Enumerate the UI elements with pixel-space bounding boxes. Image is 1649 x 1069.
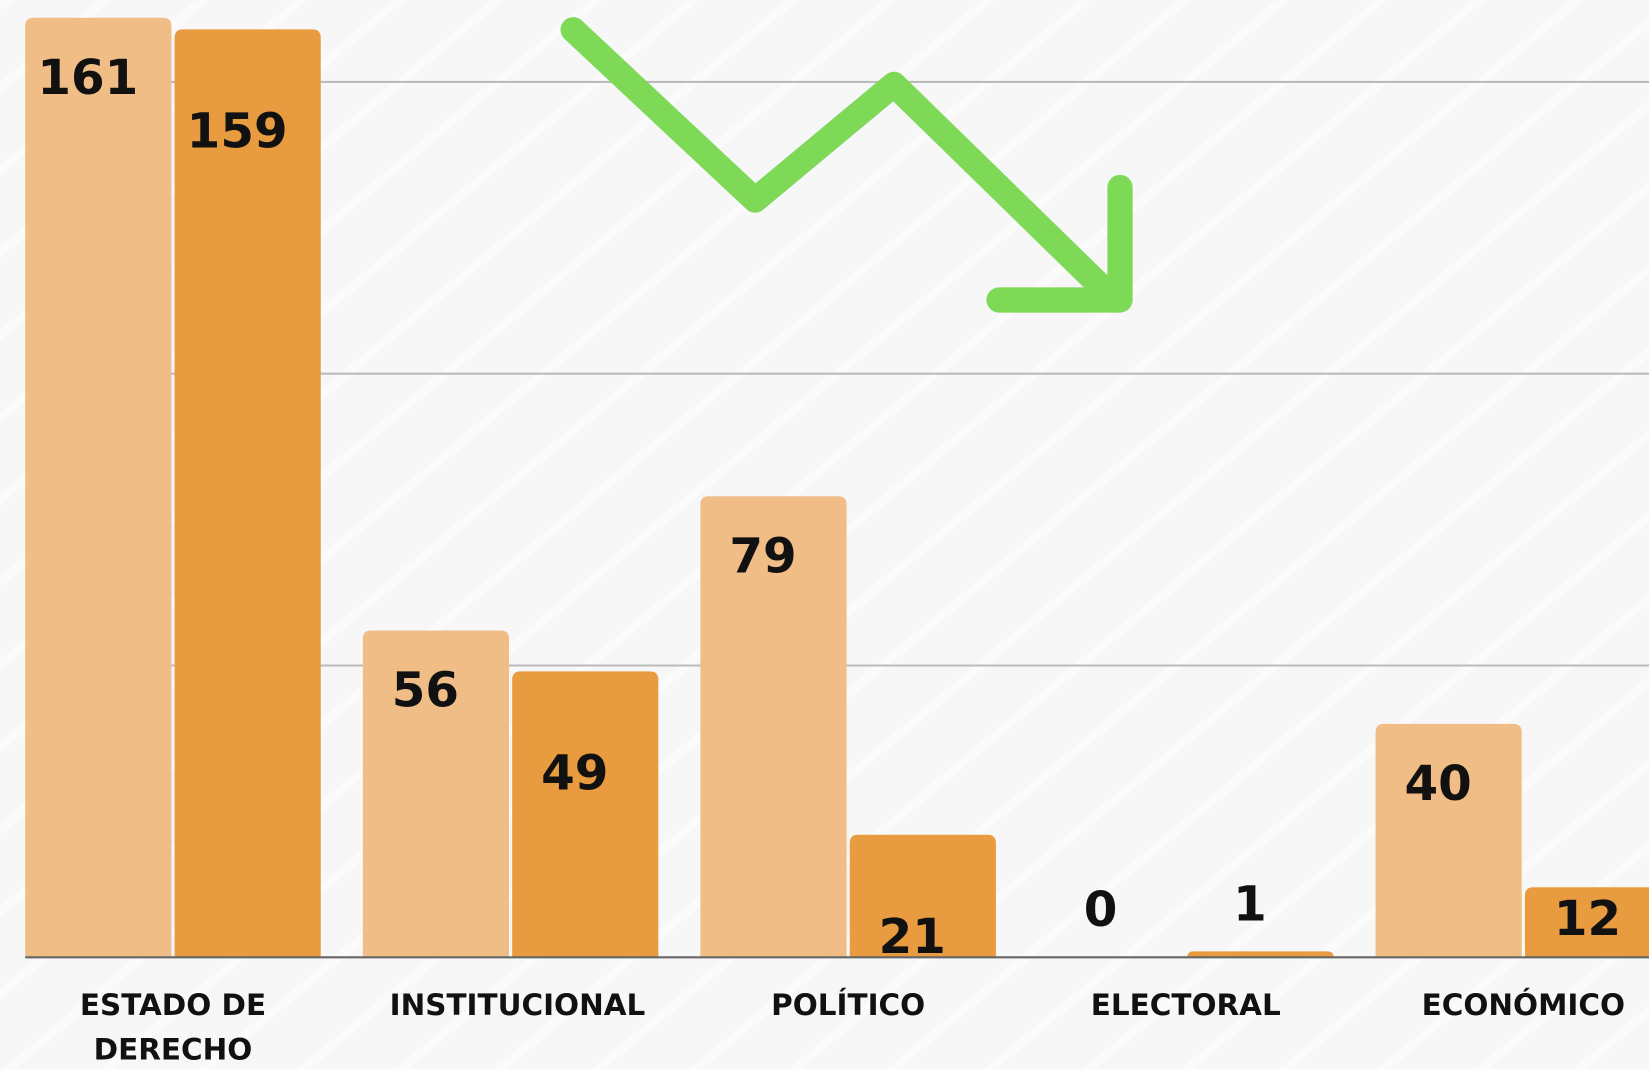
bar [362,630,510,958]
x-label-box: ELECTORAL [1090,987,1281,1023]
bar [512,671,659,958]
value-label: 40 [1404,756,1471,812]
x-tick-label: POLÍTICO [771,987,926,1023]
bar [174,29,321,958]
x-label-box: INSTITUCIONAL [389,987,646,1023]
value-label: 0 [1084,882,1118,938]
bar [1187,951,1334,958]
bar [700,496,847,958]
x-tick-label: ECONÓMICO [1421,987,1625,1023]
value-label: 1 [1233,876,1267,932]
value-label: 161 [37,50,138,106]
value-label: 12 [1554,891,1621,947]
x-label-box: ECONÓMICO [1421,987,1625,1023]
value-label: 21 [879,909,946,965]
x-tick-label: ELECTORAL [1090,987,1281,1023]
value-label: 56 [392,663,459,719]
value-label: 49 [541,745,608,801]
bar [849,834,996,958]
x-tick-label: ESTADO DE DERECHO [79,987,267,1067]
value-label: 79 [729,528,796,584]
bar [25,17,172,958]
trend-arrow [560,17,1133,313]
x-label-box: POLÍTICO [771,987,926,1023]
x-label-box: ESTADO DE DERECHO [79,987,267,1067]
bar [1524,887,1649,958]
bar [1375,723,1522,958]
x-tick-label: INSTITUCIONAL [389,987,646,1023]
value-label: 159 [187,104,288,160]
